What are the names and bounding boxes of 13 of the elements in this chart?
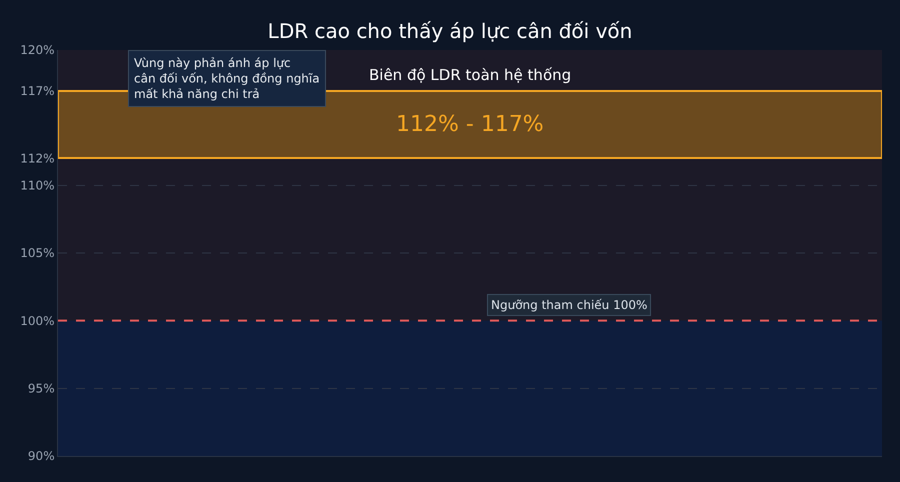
y-tick-label: 110% xyxy=(20,178,55,193)
annotation: Biên độ LDR toàn hệ thống xyxy=(369,66,572,84)
y-tick-label: 95% xyxy=(28,382,55,396)
ref-line-label: Ngưỡng tham chiếu 100% xyxy=(491,298,648,312)
annotation: Vùng này phản ánh áp lực cân đối vốn, không đồng nghĩa mất khả năng chi trả xyxy=(134,56,320,102)
y-tick-label: 90% xyxy=(28,449,55,464)
y-tick-label: 105% xyxy=(20,246,55,260)
y-tick-label: 112% xyxy=(20,151,55,166)
annotation: 112% - 117% xyxy=(396,112,544,137)
y-tick-label: 117% xyxy=(20,84,55,98)
y-tick-label: 120% xyxy=(20,43,55,58)
chart-title: LDR cao cho thấy áp lực cân đối vốn xyxy=(268,19,632,44)
y-tick-label: 100% xyxy=(20,314,55,328)
